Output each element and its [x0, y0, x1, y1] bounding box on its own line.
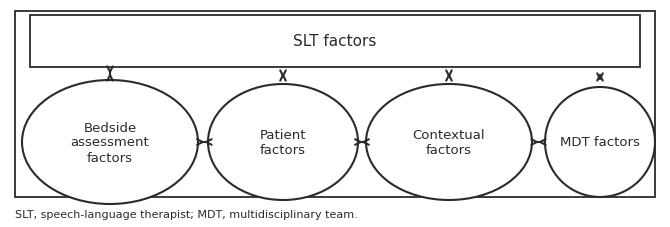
Text: Patient
factors: Patient factors — [260, 128, 306, 156]
FancyArrowPatch shape — [107, 67, 113, 81]
FancyArrowPatch shape — [446, 71, 452, 81]
Ellipse shape — [545, 88, 655, 197]
FancyArrowPatch shape — [280, 71, 286, 81]
Text: SLT factors: SLT factors — [293, 34, 377, 49]
Bar — [30, 16, 640, 68]
Bar — [15, 12, 655, 197]
FancyArrowPatch shape — [531, 140, 545, 145]
Text: Bedside
assessment
factors: Bedside assessment factors — [70, 121, 149, 164]
FancyArrowPatch shape — [197, 140, 212, 145]
Text: Contextual
factors: Contextual factors — [413, 128, 485, 156]
Text: MDT factors: MDT factors — [560, 136, 640, 149]
Ellipse shape — [366, 85, 532, 200]
FancyArrowPatch shape — [355, 140, 369, 145]
Text: SLT, speech-language therapist; MDT, multidisciplinary team.: SLT, speech-language therapist; MDT, mul… — [15, 209, 358, 219]
Ellipse shape — [208, 85, 358, 200]
Ellipse shape — [22, 81, 198, 204]
FancyArrowPatch shape — [597, 74, 603, 81]
